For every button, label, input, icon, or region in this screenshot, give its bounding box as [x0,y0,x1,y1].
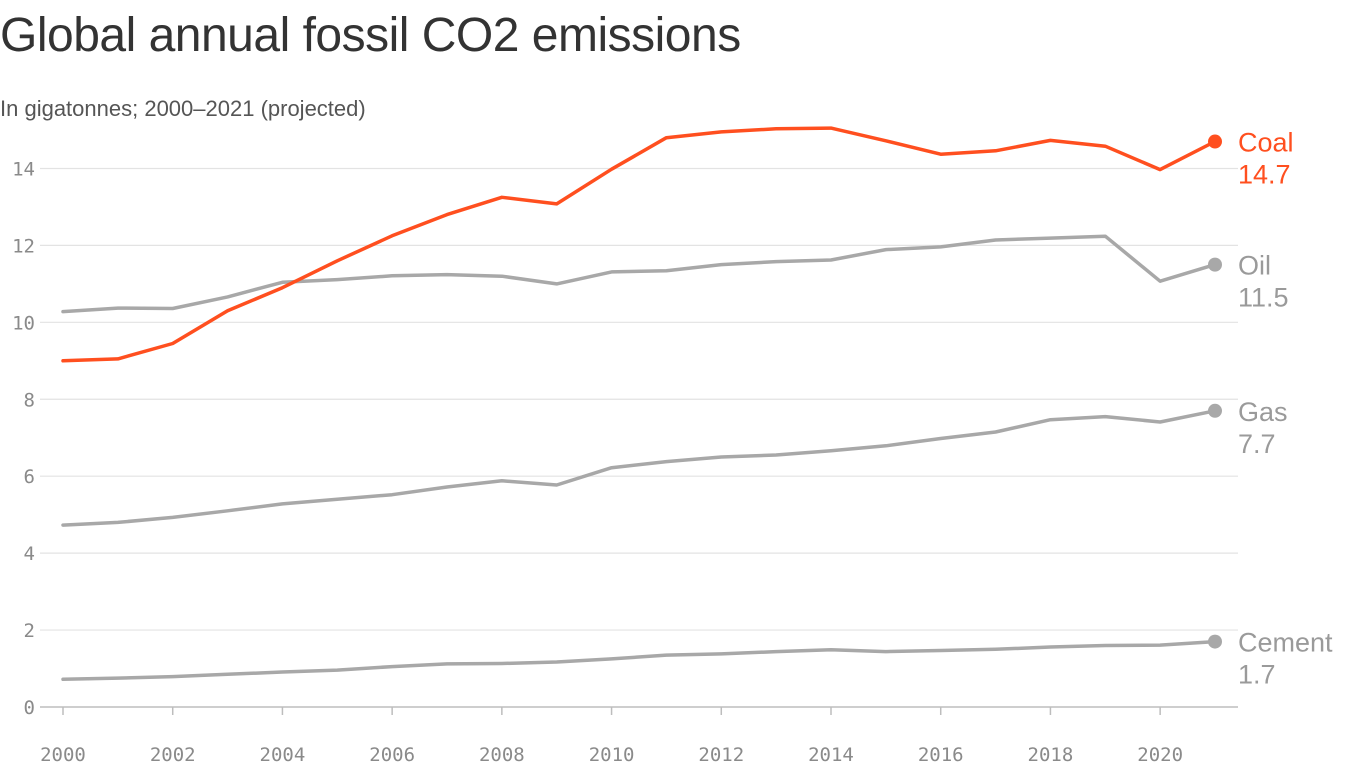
x-tick-label: 2008 [479,744,525,766]
series-line-gas [61,409,1217,527]
series-value-label-gas: 7.7 [1238,429,1276,459]
series-end-point-oil [1208,257,1222,272]
x-tick-label: 2020 [1137,744,1183,766]
chart-subtitle: In gigatonnes; 2000–2021 (projected) [0,96,366,121]
series-layer [61,126,1222,682]
x-tick-label: 2010 [589,744,635,766]
x-tick-label: 2000 [40,744,86,766]
series-end-point-gas [1208,403,1222,418]
x-tick-label: 2004 [260,744,306,766]
x-tick-label: 2016 [918,744,964,766]
axis-layer: 0 2 4 6 8 10 12 14 2000 2002 2004 2006 2008 2010 2012 2… [12,158,1183,766]
series-end-point-cement [1208,634,1222,649]
series-value-label-coal: 14.7 [1238,160,1291,190]
series-line-cement [61,639,1217,682]
series-line-oil [61,234,1217,314]
series-label-gas: Gas [1238,397,1288,427]
x-tick-label: 2018 [1028,744,1074,766]
y-tick-label: 4 [24,543,35,565]
series-line-coal [61,126,1217,363]
series-label-coal: Coal [1238,128,1294,158]
y-tick-label: 8 [24,389,35,411]
series-value-label-oil: 11.5 [1238,283,1289,313]
y-tick-label: 2 [24,620,35,642]
y-tick-label: 0 [24,697,35,719]
y-tick-label: 14 [12,158,35,180]
y-tick-label: 6 [24,466,35,488]
y-tick-label: 10 [12,312,35,334]
y-tick-label: 12 [12,235,35,257]
x-tick-label: 2014 [808,744,854,766]
series-label-oil: Oil [1238,251,1271,281]
grid-layer [40,167,1238,708]
series-label-cement: Cement [1238,628,1333,658]
x-tick-label: 2012 [698,744,744,766]
series-value-label-cement: 1.7 [1238,660,1276,690]
chart-title: Global annual fossil CO2 emissions [0,9,741,62]
series-end-point-coal [1208,134,1222,149]
x-tick-label: 2002 [150,744,196,766]
x-tick-label: 2006 [369,744,415,766]
